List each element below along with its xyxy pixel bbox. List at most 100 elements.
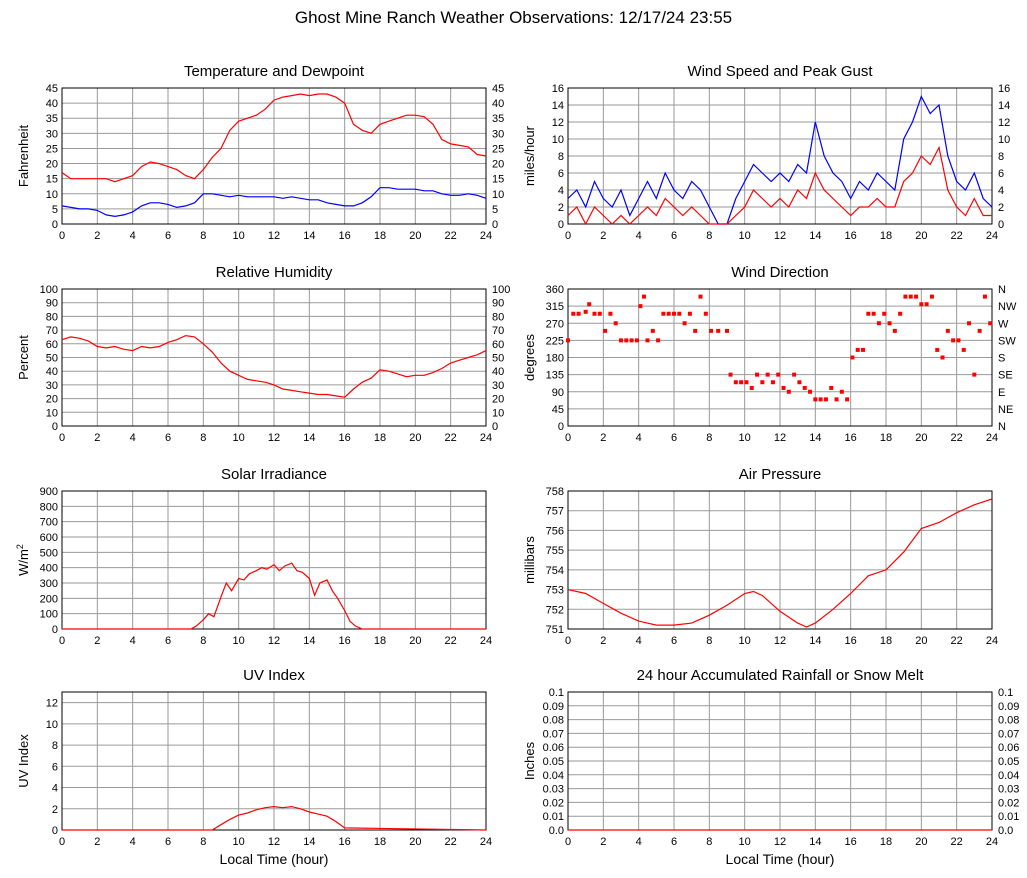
right-axis-label: 70 — [492, 325, 504, 337]
x-tick-label: 0 — [565, 836, 571, 848]
y-tick-label: 0.07 — [543, 728, 564, 740]
data-point — [781, 385, 786, 390]
data-point — [924, 302, 929, 307]
right-axis-label: 45 — [492, 83, 504, 95]
y-tick-label: 6 — [52, 761, 58, 773]
right-axis-label: 50 — [492, 353, 504, 365]
right-axis-label: 25 — [492, 143, 504, 155]
data-point — [765, 372, 770, 377]
data-point — [666, 311, 671, 316]
y-tick-label: 758 — [546, 486, 564, 498]
x-tick-label: 20 — [409, 230, 421, 242]
x-tick-label: 10 — [233, 836, 245, 848]
x-tick-label: 2 — [94, 432, 100, 444]
chart-title: Relative Humidity — [216, 264, 333, 281]
y-axis-label: millibars — [522, 536, 537, 584]
data-point — [898, 311, 903, 316]
x-tick-label: 24 — [480, 635, 492, 647]
y-axis-label: Inches — [522, 741, 537, 780]
y-tick-label: 60 — [46, 339, 58, 351]
data-point — [850, 355, 855, 360]
x-tick-label: 18 — [880, 836, 892, 848]
y-tick-label: 700 — [40, 517, 58, 529]
y-tick-label: 752 — [546, 604, 564, 616]
right-axis-label: 16 — [998, 83, 1010, 95]
y-tick-label: 0.01 — [543, 811, 564, 823]
y-tick-label: 800 — [40, 501, 58, 513]
x-tick-label: 14 — [303, 432, 315, 444]
x-tick-label: 14 — [303, 836, 315, 848]
y-tick-label: 0 — [52, 624, 58, 636]
right-axis-label: NE — [998, 404, 1013, 416]
x-tick-label: 24 — [480, 230, 492, 242]
y-tick-label: 0.0 — [549, 825, 564, 837]
data-point — [698, 294, 703, 299]
data-point — [839, 389, 844, 394]
y-axis-label: miles/hour — [522, 125, 537, 186]
x-tick-label: 6 — [671, 836, 677, 848]
data-point — [716, 328, 721, 333]
data-point — [802, 385, 807, 390]
data-point — [624, 338, 629, 343]
y-tick-label: 600 — [40, 532, 58, 544]
data-point — [629, 338, 634, 343]
right-axis-label: 12 — [998, 117, 1010, 129]
x-tick-label: 14 — [809, 432, 821, 444]
data-point — [613, 321, 618, 326]
x-tick-label: 2 — [600, 230, 606, 242]
x-axis-label: Local Time (hour) — [220, 851, 329, 867]
x-tick-label: 24 — [986, 432, 998, 444]
y-tick-label: 900 — [40, 486, 58, 498]
chart-title: UV Index — [243, 667, 305, 684]
data-point — [687, 311, 692, 316]
right-axis-label: 30 — [492, 380, 504, 392]
x-tick-label: 18 — [880, 432, 892, 444]
y-tick-label: 753 — [546, 585, 564, 597]
right-axis-label: 5 — [492, 204, 498, 216]
y-tick-label: 25 — [46, 143, 58, 155]
right-axis-label: 0 — [492, 421, 498, 433]
data-point — [797, 380, 802, 385]
x-tick-label: 10 — [739, 635, 751, 647]
y-tick-label: 10 — [46, 719, 58, 731]
data-point — [866, 311, 871, 316]
right-axis-label: SE — [998, 370, 1013, 382]
x-tick-label: 6 — [671, 432, 677, 444]
x-tick-label: 4 — [130, 635, 136, 647]
x-tick-label: 6 — [165, 432, 171, 444]
x-tick-label: 16 — [339, 230, 351, 242]
x-tick-label: 10 — [233, 635, 245, 647]
chart-title: Wind Speed and Peak Gust — [687, 63, 873, 80]
chart-title: Solar Irradiance — [221, 466, 327, 483]
data-point — [656, 338, 661, 343]
right-axis-label: 4 — [998, 185, 1004, 197]
series-line-blue — [567, 94, 993, 225]
y-tick-label: 755 — [546, 545, 564, 557]
data-point — [961, 347, 966, 352]
series-line-red — [62, 805, 487, 831]
y-tick-label: 0.08 — [543, 715, 564, 727]
right-axis-label: 0.05 — [998, 756, 1019, 768]
y-tick-label: 200 — [40, 593, 58, 605]
data-point — [583, 309, 588, 314]
x-tick-label: 20 — [915, 230, 927, 242]
y-tick-label: 14 — [552, 100, 564, 112]
y-tick-label: 100 — [40, 284, 58, 296]
y-tick-label: 12 — [552, 117, 564, 129]
x-tick-label: 22 — [445, 432, 457, 444]
right-axis-label: 20 — [492, 159, 504, 171]
x-tick-label: 8 — [706, 432, 712, 444]
plot-frame — [567, 87, 993, 225]
right-axis-label: 6 — [998, 168, 1004, 180]
x-tick-label: 14 — [303, 635, 315, 647]
y-tick-label: 0 — [52, 219, 58, 231]
x-tick-label: 10 — [739, 230, 751, 242]
right-axis-label: 40 — [492, 366, 504, 378]
data-point — [725, 328, 729, 333]
x-tick-label: 10 — [233, 230, 245, 242]
data-point — [776, 372, 781, 377]
